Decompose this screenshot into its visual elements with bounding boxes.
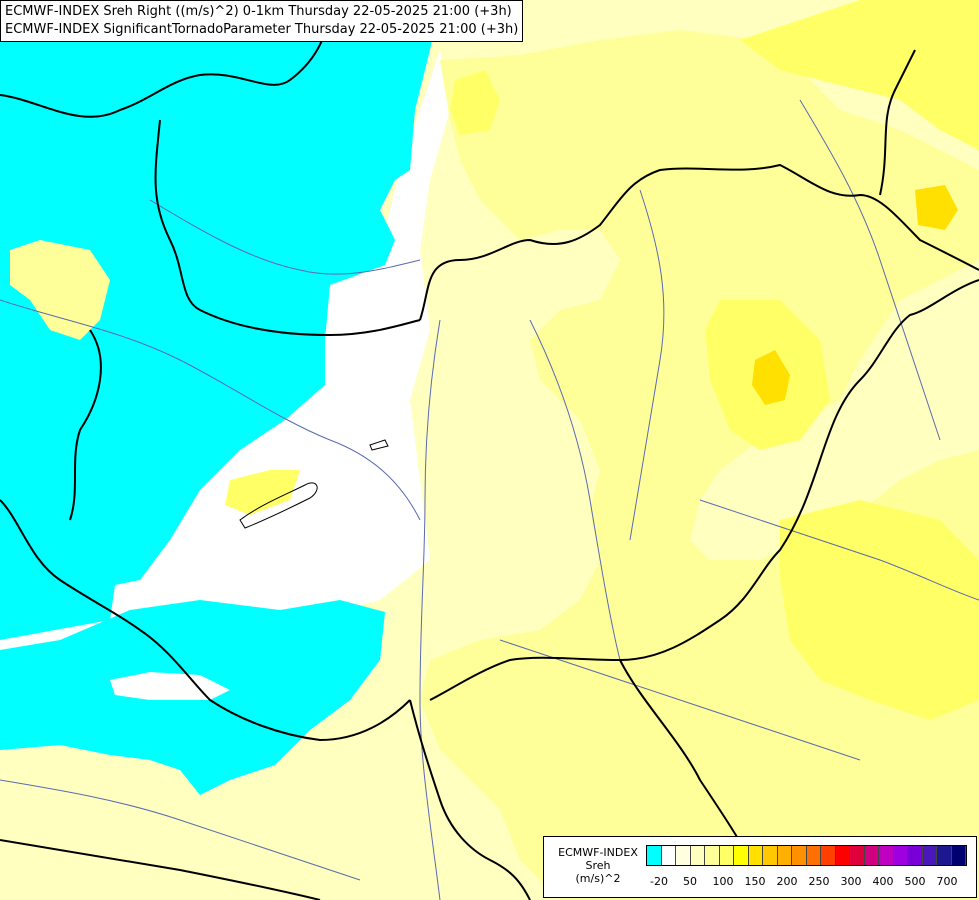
lake-small: [369, 439, 389, 451]
contour-yellow-ridge: [225, 470, 300, 515]
border-ukraine: [879, 49, 916, 196]
legend-swatch: [908, 846, 923, 865]
legend-swatch: [748, 846, 763, 865]
legend-swatch: [951, 846, 966, 865]
lake-balaton: [239, 482, 318, 529]
border-czech-poland: [0, 0, 331, 118]
border-slovenia: [69, 329, 102, 521]
river-east: [799, 99, 941, 441]
contour-cyan-region-main: [0, 0, 440, 640]
legend-swatch: [937, 846, 952, 865]
legend-swatch: [806, 846, 821, 865]
river-1: [0, 299, 421, 521]
river-danube: [419, 319, 441, 900]
legend-swatch: [864, 846, 879, 865]
legend-ticks: -20 50 100 150 200 250 300 400 500 700: [646, 875, 968, 889]
contour-yellow-west: [10, 240, 110, 340]
legend-swatch: [879, 846, 894, 865]
contour-yellow-north: [740, 0, 979, 150]
contour-yellow-north-west: [450, 70, 500, 135]
legend-swatch: [893, 846, 908, 865]
legend-label: ECMWF-INDEX Sreh (m/s)^2: [550, 846, 646, 885]
map-title-box: ECMWF-INDEX Sreh Right ((m/s)^2) 0-1km T…: [0, 0, 524, 42]
river-mures: [699, 499, 979, 601]
legend-label-line2: Sreh: [585, 859, 611, 872]
river-tisza-west: [529, 319, 621, 661]
river-north: [149, 199, 421, 275]
river-sava: [0, 779, 361, 881]
legend-swatch: [734, 846, 749, 865]
legend-swatch: [777, 846, 792, 865]
legend-tick-label: 250: [808, 875, 830, 888]
legend-swatch: [647, 846, 662, 865]
contour-white-hole: [110, 672, 230, 700]
legend-tick-label: -20: [650, 875, 668, 888]
legend-swatch: [690, 846, 705, 865]
border-austria-slovakia: [154, 119, 421, 337]
legend-tick-label: 500: [904, 875, 926, 888]
color-legend: ECMWF-INDEX Sreh (m/s)^2 -20 50 100 150 200 2…: [543, 836, 977, 898]
legend-swatch: [719, 846, 734, 865]
legend-tick-label: 100: [712, 875, 734, 888]
legend-swatch: [661, 846, 676, 865]
border-romania-serbia: [619, 659, 751, 861]
legend-tick-label: 50: [683, 875, 697, 888]
legend-tick-label: 150: [744, 875, 766, 888]
contour-gold-peak-east: [752, 350, 790, 405]
river-tisza-east: [629, 189, 665, 541]
legend-swatch: [763, 846, 778, 865]
border-serbia-croatia: [409, 699, 531, 900]
legend-swatch: [850, 846, 865, 865]
legend-swatch: [705, 846, 720, 865]
legend-label-line3: (m/s)^2: [575, 872, 621, 885]
border-croatia: [0, 499, 411, 742]
legend-swatch: [792, 846, 807, 865]
contour-yellow-southeast: [780, 500, 979, 720]
legend-tick-label: 700: [936, 875, 958, 888]
legend-swatch: [676, 846, 691, 865]
legend-tick-label: 400: [872, 875, 894, 888]
legend-color-bar: [646, 845, 967, 866]
border-hungary-romania: [429, 279, 979, 701]
rivers: [0, 99, 979, 900]
legend-swatch: [835, 846, 850, 865]
legend-label-line1: ECMWF-INDEX: [558, 846, 638, 859]
border-slovakia-hungary: [419, 163, 979, 321]
legend-tick-label: 200: [776, 875, 798, 888]
border-bosnia: [0, 839, 321, 900]
legend-swatch: [821, 846, 836, 865]
legend-swatch: [922, 846, 937, 865]
contour-gold-peak-northeast: [915, 185, 958, 230]
legend-tick-label: 300: [840, 875, 862, 888]
map-title-line2: ECMWF-INDEX SignificantTornadoParameter …: [5, 22, 519, 37]
map-title-line1: ECMWF-INDEX Sreh Right ((m/s)^2) 0-1km T…: [5, 4, 512, 19]
